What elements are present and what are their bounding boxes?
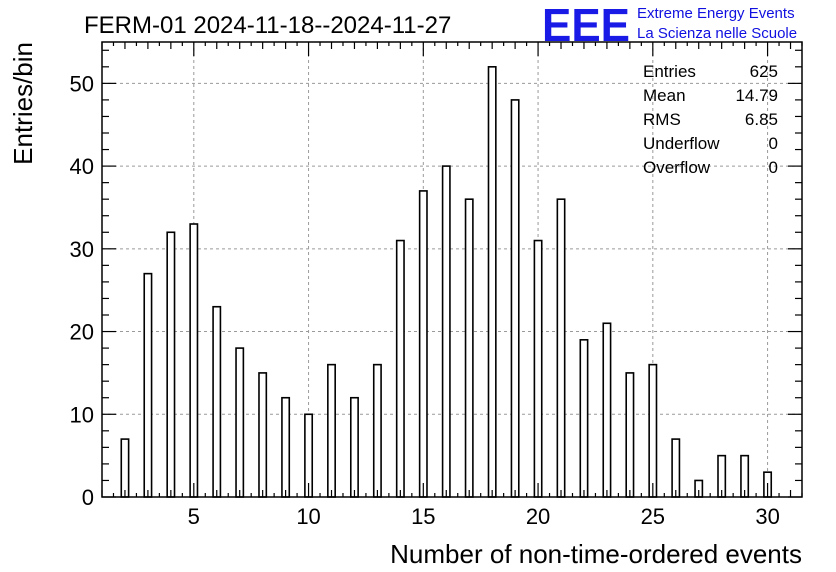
x-tick-label: 5: [188, 504, 200, 529]
histogram-bar: [648, 363, 658, 498]
stats-value: 625: [750, 62, 778, 81]
x-tick-label: 20: [526, 504, 550, 529]
histogram-bar: [395, 239, 405, 498]
y-tick-label: 20: [70, 320, 94, 345]
histogram-bar: [212, 305, 222, 498]
stats-label: Entries: [643, 62, 696, 81]
histogram-bar: [556, 198, 566, 498]
x-axis-title: Number of non-time-ordered events: [390, 539, 802, 569]
stats-label: Mean: [643, 86, 686, 105]
histogram-bar: [418, 190, 428, 498]
stats-label: RMS: [643, 110, 681, 129]
histogram-bar: [235, 347, 245, 498]
stats-label: Underflow: [643, 134, 720, 153]
stats-box: Entries 625 Mean 14.79 RMS 6.85 Underflow 0 Over…: [643, 62, 778, 177]
histogram-bar: [441, 165, 451, 498]
histogram-bar: [143, 272, 153, 498]
stats-value: 6.85: [745, 110, 778, 129]
histogram-bar: [120, 438, 130, 498]
histogram-bar: [166, 231, 176, 498]
y-tick-label: 50: [70, 71, 94, 96]
grid-layer: [102, 42, 802, 497]
histogram-bar: [671, 438, 681, 498]
x-tick-label: 10: [296, 504, 320, 529]
stats-value: 0: [769, 158, 778, 177]
y-axis-title: Entries/bin: [8, 42, 38, 165]
y-tick-label: 0: [82, 485, 94, 510]
histogram-bar: [349, 396, 359, 498]
stats-label: Overflow: [643, 158, 711, 177]
eee-logo-mark: EEE: [542, 0, 630, 51]
histogram-bar: [579, 339, 589, 498]
histogram-bar: [602, 322, 612, 498]
x-tick-label: 15: [411, 504, 435, 529]
eee-logo-line2: La Scienza nelle Scuole: [637, 25, 797, 42]
histogram-bar: [533, 239, 543, 498]
histogram-bar: [510, 99, 520, 498]
histogram-bar: [189, 223, 199, 498]
ticks-layer: 5 10 15 20 25 30 0 10 20 30 40 50: [70, 42, 803, 529]
y-tick-label: 30: [70, 237, 94, 262]
chart-title: FERM-01 2024-11-18--2024-11-27: [84, 12, 451, 39]
histogram-bar: [258, 372, 268, 498]
histogram-bar: [372, 363, 382, 498]
y-tick-label: 10: [70, 402, 94, 427]
stats-value: 0: [769, 134, 778, 153]
eee-logo: EEE Extreme Energy Events La Scienza nel…: [542, 0, 797, 51]
histogram-bar: [281, 396, 291, 498]
histogram-bar: [327, 363, 336, 498]
y-tick-label: 40: [70, 154, 94, 179]
bars-layer: [120, 66, 773, 498]
plot-frame: [101, 41, 803, 498]
stats-value: 14.79: [735, 86, 778, 105]
histogram-bar: [625, 372, 635, 498]
histogram-bar: [487, 66, 497, 498]
histogram-bar: [464, 198, 474, 498]
x-tick-label: 30: [755, 504, 779, 529]
eee-logo-line1: Extreme Energy Events: [637, 5, 795, 22]
x-tick-label: 25: [641, 504, 665, 529]
